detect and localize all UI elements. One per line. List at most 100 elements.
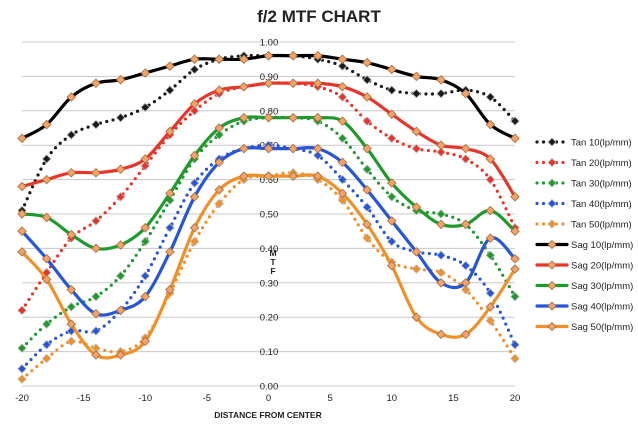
data-point-marker bbox=[460, 88, 471, 99]
data-point-marker bbox=[313, 78, 323, 89]
legend-label: Tan 40(lp/mm) bbox=[571, 199, 632, 210]
y-tick-labels: 0.000.100.200.300.400.500.600.700.800.90… bbox=[260, 38, 279, 393]
data-point-marker bbox=[140, 336, 151, 347]
data-point-marker bbox=[485, 119, 496, 130]
data-point-marker bbox=[313, 50, 323, 61]
data-point-marker bbox=[386, 85, 397, 95]
legend-label: Tan 20(lp/mm) bbox=[571, 158, 632, 169]
series-sag-20-lp-mm- bbox=[17, 78, 520, 202]
data-point-marker bbox=[17, 343, 27, 353]
y-tick-label: 1.00 bbox=[260, 38, 279, 49]
data-point-marker bbox=[386, 192, 397, 202]
data-point-marker bbox=[214, 123, 224, 133]
y-tick-label: 0.20 bbox=[260, 313, 279, 324]
data-point-marker bbox=[510, 192, 520, 202]
legend-item: Tan 50(lp/mm) bbox=[535, 219, 632, 231]
data-point-marker bbox=[386, 109, 397, 120]
data-point-marker bbox=[17, 209, 27, 219]
data-point-marker bbox=[460, 143, 471, 154]
data-point-marker bbox=[165, 126, 175, 137]
data-point-marker bbox=[41, 274, 52, 285]
data-point-marker bbox=[263, 78, 274, 89]
data-point-marker bbox=[362, 233, 372, 243]
data-point-marker bbox=[411, 264, 422, 274]
data-point-marker bbox=[115, 240, 126, 250]
data-point-marker bbox=[485, 233, 496, 243]
legend-item: Tan 20(lp/mm) bbox=[535, 157, 632, 169]
data-point-marker bbox=[337, 174, 348, 185]
data-point-marker bbox=[41, 154, 52, 164]
data-point-marker bbox=[313, 143, 323, 154]
data-point-marker bbox=[41, 174, 52, 185]
data-point-marker bbox=[313, 171, 323, 181]
data-point-marker bbox=[115, 271, 126, 281]
series-sag-40-lp-mm- bbox=[17, 143, 520, 319]
data-point-marker bbox=[485, 250, 496, 261]
y-tick-label: 0.60 bbox=[260, 175, 279, 186]
data-point-marker bbox=[41, 319, 52, 329]
y-tick-label: 0.40 bbox=[260, 244, 279, 255]
data-point-marker bbox=[214, 198, 224, 209]
data-point-marker bbox=[485, 154, 496, 164]
data-point-marker bbox=[485, 302, 496, 312]
legend-marker bbox=[547, 178, 557, 188]
data-point-marker bbox=[189, 222, 200, 233]
data-point-marker bbox=[91, 308, 101, 319]
data-point-marker bbox=[510, 226, 520, 236]
data-point-marker bbox=[263, 112, 274, 123]
legend-marker bbox=[547, 239, 557, 250]
data-point-marker bbox=[337, 133, 348, 144]
data-point-marker bbox=[140, 236, 151, 247]
data-point-marker bbox=[436, 267, 446, 278]
data-point-marker bbox=[288, 171, 298, 181]
y-tick-label: 0.10 bbox=[260, 347, 279, 358]
legend-label: Tan 10(lp/mm) bbox=[571, 138, 632, 149]
data-point-marker bbox=[337, 195, 348, 206]
legend-marker bbox=[547, 301, 557, 311]
data-point-marker bbox=[66, 319, 77, 329]
data-point-marker bbox=[362, 185, 372, 195]
x-tick-label: -10 bbox=[138, 393, 152, 404]
data-point-marker bbox=[313, 150, 323, 161]
data-point-marker bbox=[362, 116, 372, 126]
data-point-marker bbox=[91, 326, 101, 336]
data-point-marker bbox=[337, 61, 348, 71]
data-point-marker bbox=[91, 78, 101, 89]
data-point-marker bbox=[386, 133, 397, 144]
data-point-marker bbox=[436, 147, 446, 157]
data-point-marker bbox=[337, 81, 348, 92]
y-tick-label: 0.50 bbox=[260, 210, 279, 221]
legend-label: Tan 30(lp/mm) bbox=[571, 179, 632, 190]
data-point-marker bbox=[288, 78, 298, 89]
data-point-marker bbox=[362, 143, 372, 154]
data-point-marker bbox=[189, 54, 200, 64]
data-point-marker bbox=[263, 171, 274, 181]
data-point-marker bbox=[91, 243, 101, 254]
data-point-marker bbox=[66, 302, 77, 312]
legend-marker bbox=[547, 157, 557, 168]
data-point-marker bbox=[460, 284, 471, 295]
data-point-marker bbox=[140, 291, 151, 302]
data-point-marker bbox=[510, 291, 520, 302]
x-tick-label: 20 bbox=[510, 393, 521, 404]
x-tick-label: -15 bbox=[77, 393, 91, 404]
data-point-marker bbox=[165, 85, 175, 95]
legend-item: Tan 40(lp/mm) bbox=[535, 198, 632, 210]
data-point-marker bbox=[411, 88, 422, 99]
legend-label: Sag 10(lp/mm) bbox=[571, 240, 633, 251]
series-sag-30-lp-mm- bbox=[17, 112, 520, 254]
legend-item: Sag 40(lp/mm) bbox=[535, 301, 633, 313]
data-point-marker bbox=[510, 353, 520, 364]
x-tick-label: -20 bbox=[15, 393, 29, 404]
data-point-marker bbox=[288, 143, 298, 154]
data-point-marker bbox=[17, 374, 27, 384]
x-tick-label: 0 bbox=[266, 393, 271, 404]
data-point-marker bbox=[189, 150, 200, 161]
data-point-marker bbox=[239, 54, 249, 64]
data-point-marker bbox=[41, 212, 52, 223]
data-point-marker bbox=[460, 219, 471, 230]
legend-label: Tan 50(lp/mm) bbox=[571, 220, 632, 231]
data-point-marker bbox=[189, 106, 200, 116]
data-point-marker bbox=[411, 143, 422, 154]
